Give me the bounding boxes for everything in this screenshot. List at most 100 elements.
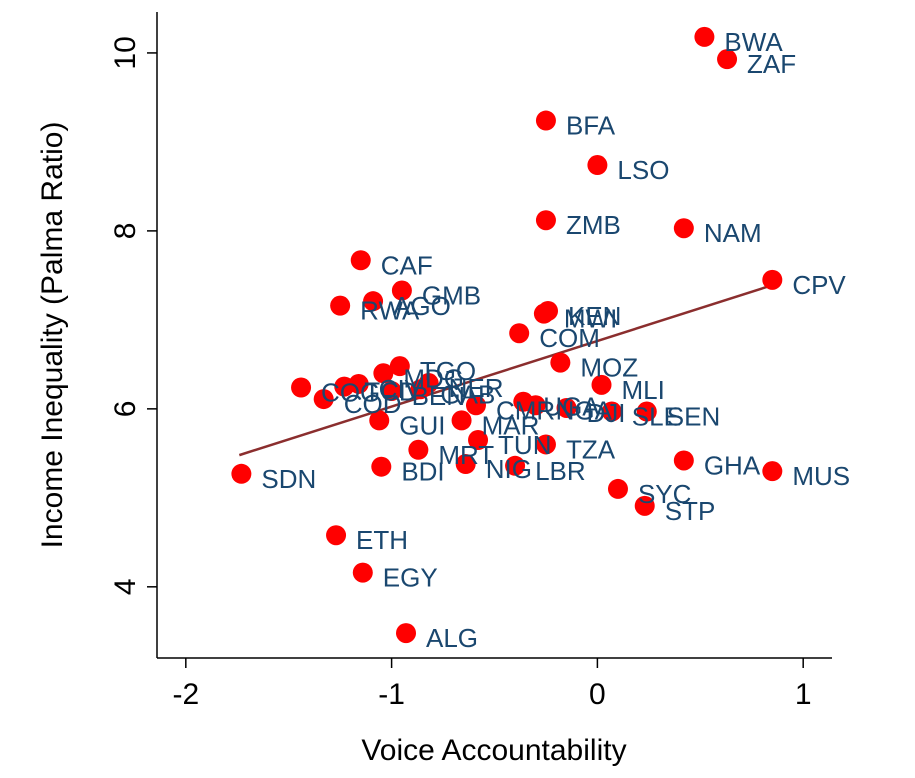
x-tick-label: -2 <box>172 678 199 711</box>
point <box>381 381 402 402</box>
point <box>451 410 472 431</box>
point <box>363 291 384 312</box>
x-axis-title: Voice Accountability <box>361 734 626 767</box>
point <box>373 363 394 384</box>
point-label: SYC <box>638 479 691 509</box>
y-tick-label: 8 <box>109 223 142 240</box>
point <box>352 562 373 583</box>
point-label: CIV <box>379 374 423 404</box>
point <box>533 303 554 324</box>
point-label: GUI <box>399 410 445 440</box>
point <box>408 439 429 460</box>
point <box>348 373 369 394</box>
x-tick-label: 1 <box>795 678 812 711</box>
point-label: TCD <box>364 377 417 407</box>
point-label: BFA <box>566 111 616 141</box>
y-tick-label: 10 <box>109 36 142 69</box>
point <box>350 250 371 271</box>
point <box>465 395 486 416</box>
point <box>505 455 526 476</box>
point <box>468 429 489 450</box>
point-label: MLI <box>622 375 665 405</box>
point <box>673 450 694 471</box>
point-label: STP <box>665 496 716 526</box>
point <box>587 155 608 176</box>
point-label: TGO <box>420 356 476 386</box>
point-label: NIG <box>486 454 532 484</box>
point <box>601 401 622 422</box>
point-label: DJI <box>587 398 626 428</box>
point-label: UGA <box>543 392 600 422</box>
fit-line <box>238 283 773 457</box>
point <box>369 410 390 431</box>
point-label: ZAF <box>747 49 796 79</box>
point <box>291 377 312 398</box>
point <box>607 478 628 499</box>
point-label: CAF <box>381 250 433 280</box>
point <box>313 389 334 410</box>
point <box>396 623 417 644</box>
point <box>591 374 612 395</box>
point-label: MAR <box>482 410 540 440</box>
point-label: BDI <box>401 457 444 487</box>
point-label: ETH <box>356 525 408 555</box>
point <box>535 434 556 455</box>
point <box>535 110 556 131</box>
point-label: GAB <box>440 379 495 409</box>
point-label: SLE <box>632 402 681 432</box>
point-label: MDG <box>403 363 464 393</box>
point-label: MUS <box>792 461 850 491</box>
point-label: COG <box>321 377 380 407</box>
point <box>389 356 410 377</box>
point-label: CMR <box>496 395 555 425</box>
point-label: ZMB <box>566 210 621 240</box>
point-label: NER <box>449 373 504 403</box>
point-label: EGY <box>383 563 438 593</box>
point <box>762 269 783 290</box>
point-label: MOZ <box>580 353 638 383</box>
point <box>231 463 252 484</box>
point <box>509 323 530 344</box>
point <box>326 525 347 546</box>
point-label: LSO <box>617 155 669 185</box>
point <box>556 397 577 418</box>
x-tick-label: -1 <box>378 678 405 711</box>
point-label: CPV <box>792 270 846 300</box>
point-label: AGO <box>393 291 451 321</box>
point-label: LBR <box>535 456 586 486</box>
point <box>694 26 715 47</box>
point-label: TUN <box>498 430 551 460</box>
point <box>535 210 556 231</box>
point <box>455 454 476 475</box>
point-label: MRT <box>438 440 494 470</box>
point-label: BEN <box>412 381 465 411</box>
point <box>634 495 655 516</box>
y-tick-label: 4 <box>109 578 142 595</box>
point <box>762 461 783 482</box>
point-label: COD <box>344 389 402 419</box>
x-tick-label: 0 <box>589 678 606 711</box>
point-label: COM <box>539 323 600 353</box>
point-label: SDN <box>261 464 316 494</box>
point-label: NGA <box>556 395 613 425</box>
point-label: GMB <box>422 281 481 311</box>
y-tick-label: 6 <box>109 401 142 418</box>
point-label: ALG <box>426 623 478 653</box>
point <box>391 280 412 301</box>
point <box>525 395 546 416</box>
point <box>371 456 392 477</box>
point-label: GHA <box>704 450 761 480</box>
point-label: NAM <box>704 218 762 248</box>
point <box>330 295 351 316</box>
point <box>717 49 738 70</box>
point <box>636 401 657 422</box>
point <box>550 352 571 373</box>
point <box>673 218 694 239</box>
y-axis-title: Income Inequality (Palma Ratio) <box>36 122 69 549</box>
point-label: TZA <box>566 434 616 464</box>
point-label: KEN <box>568 301 621 331</box>
point-label: MWI <box>564 304 617 334</box>
point-label: RWA <box>360 296 420 326</box>
